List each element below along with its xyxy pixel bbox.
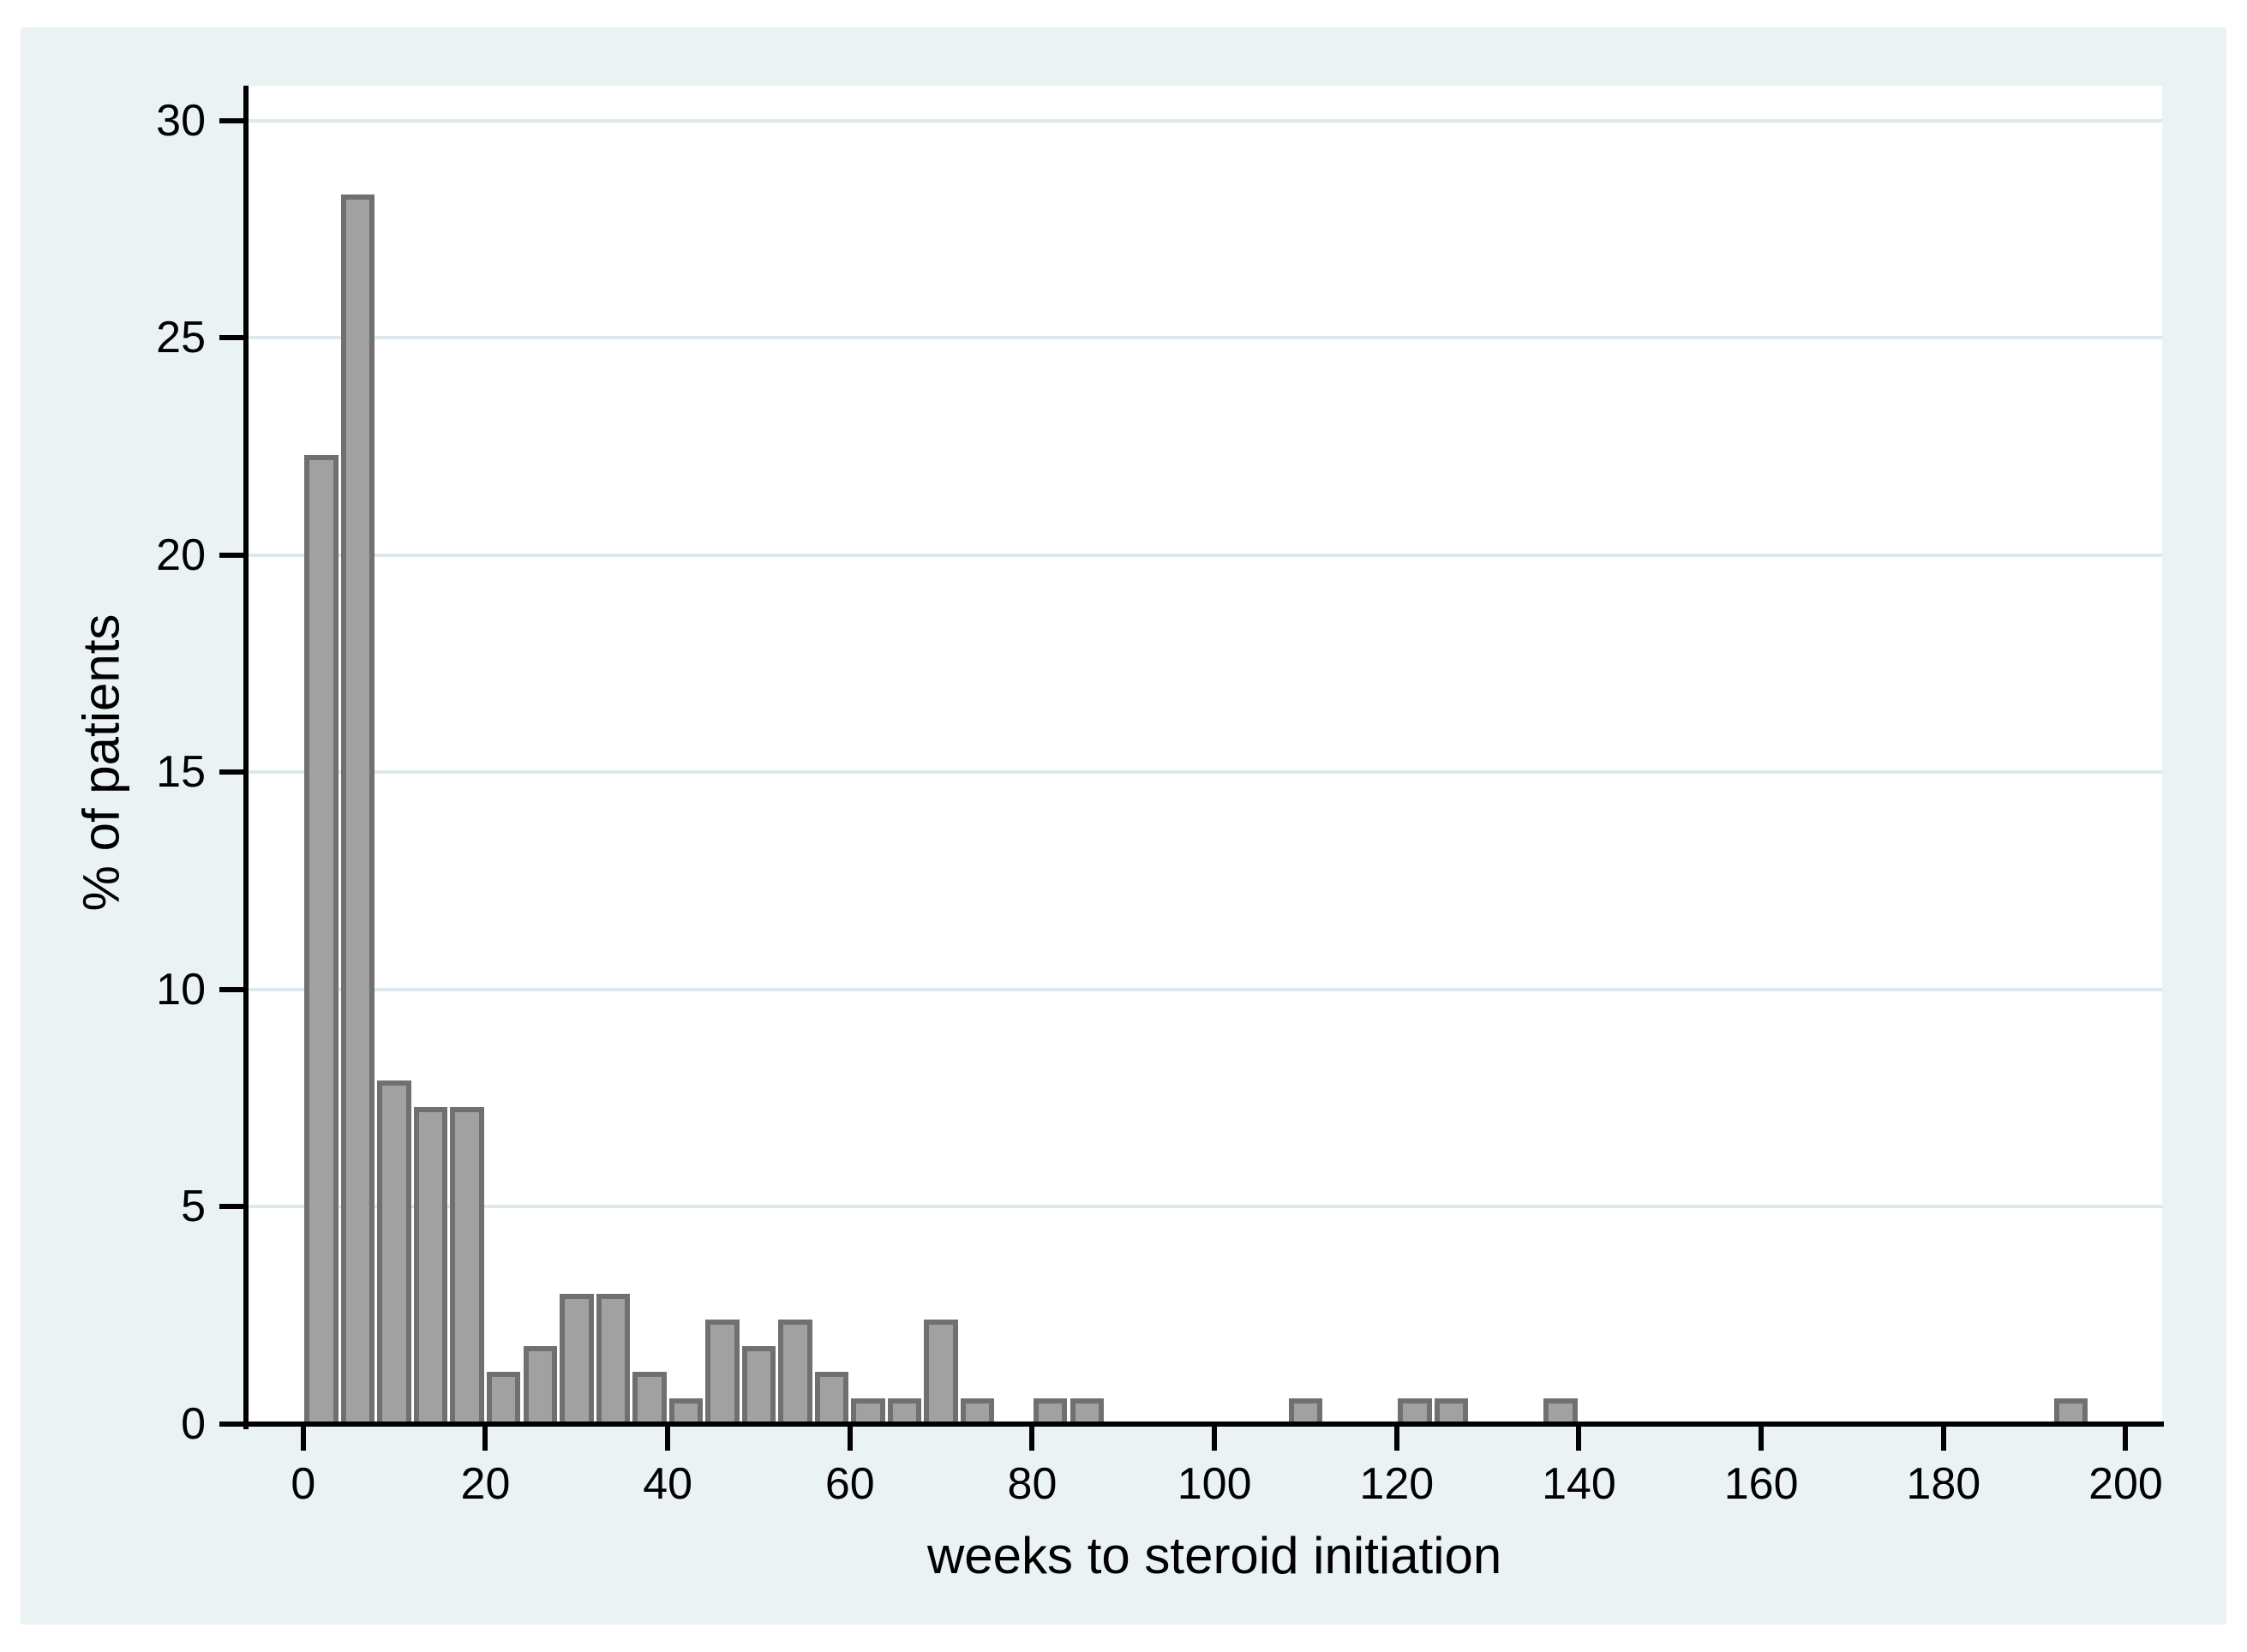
x-tick-40	[665, 1427, 671, 1451]
histogram-bar-136-140	[1543, 1398, 1578, 1424]
x-tick-80	[1029, 1427, 1035, 1451]
x-tick-label-120: 120	[1359, 1459, 1435, 1509]
x-tick-label-100: 100	[1177, 1459, 1252, 1509]
y-tick-label-25: 25	[156, 313, 206, 363]
histogram-bar-56-60	[814, 1372, 849, 1424]
x-axis-line	[243, 1422, 2164, 1427]
x-tick-label-200: 200	[2088, 1459, 2163, 1509]
histogram-bar-48-52	[741, 1345, 776, 1424]
x-tick-label-180: 180	[1906, 1459, 1981, 1509]
x-tick-label-60: 60	[824, 1459, 875, 1509]
histogram-bar-52-56	[778, 1320, 812, 1424]
y-tick-label-15: 15	[156, 747, 206, 798]
y-tick-30	[219, 117, 243, 123]
x-tick-160	[1759, 1427, 1765, 1451]
histogram-bar-64-68	[887, 1398, 922, 1424]
histogram-bar-0-4	[304, 455, 339, 1424]
x-tick-label-40: 40	[643, 1459, 693, 1509]
graph-region: 0 5 10 15 20 25 30 0 20 40 60 80 100 120 140 160 180 200…	[21, 27, 2226, 1625]
x-tick-180	[1940, 1427, 1946, 1451]
x-tick-120	[1393, 1427, 1399, 1451]
x-tick-label-160: 160	[1723, 1459, 1799, 1509]
x-tick-label-0: 0	[291, 1459, 316, 1509]
histogram-bar-108-112	[1288, 1398, 1323, 1424]
histogram-bar-120-124	[1398, 1398, 1432, 1424]
y-axis-title-text: % of patients	[72, 614, 129, 912]
histogram-bar-68-72	[924, 1320, 958, 1424]
y-gridline-5	[249, 1205, 2162, 1209]
y-gridline-20	[249, 553, 2162, 557]
histogram-bar-44-48	[705, 1320, 740, 1424]
histogram-bar-36-40	[632, 1372, 667, 1424]
y-tick-label-20: 20	[156, 530, 206, 580]
y-gridline-25	[249, 336, 2162, 340]
histogram-bar-8-12	[377, 1080, 411, 1424]
histogram-bar-124-128	[1434, 1398, 1469, 1424]
y-gridline-30	[249, 118, 2162, 123]
y-tick-label-5: 5	[181, 1182, 206, 1232]
x-tick-label-20: 20	[460, 1459, 511, 1509]
y-tick-25	[219, 335, 243, 341]
histogram-bar-20-24	[486, 1372, 521, 1424]
y-axis-title: % of patients	[72, 614, 129, 912]
y-gridline-10	[249, 987, 2162, 991]
x-tick-label-140: 140	[1542, 1459, 1616, 1509]
histogram-bar-28-32	[560, 1293, 594, 1424]
x-tick-0	[300, 1427, 306, 1451]
histogram-bar-24-28	[523, 1345, 558, 1424]
histogram-bar-80-84	[1033, 1398, 1068, 1424]
histogram-bar-16-20	[450, 1106, 484, 1424]
plot-area	[249, 86, 2162, 1424]
x-tick-20	[482, 1427, 488, 1451]
x-tick-200	[2123, 1427, 2129, 1451]
y-tick-label-0: 0	[181, 1399, 206, 1449]
x-tick-label-80: 80	[1007, 1459, 1058, 1509]
histogram-bar-60-64	[851, 1398, 885, 1424]
y-tick-10	[219, 986, 243, 992]
y-axis-line	[243, 86, 249, 1429]
x-axis-title: weeks to steroid initiation	[926, 1527, 1502, 1584]
histogram-bar-192-196	[2053, 1398, 2088, 1424]
y-tick-5	[219, 1204, 243, 1210]
y-tick-15	[219, 769, 243, 775]
histogram-bar-84-88	[1070, 1398, 1105, 1424]
x-tick-140	[1576, 1427, 1582, 1451]
histogram-bar-12-16	[413, 1106, 448, 1424]
y-tick-label-30: 30	[156, 95, 206, 146]
x-tick-60	[847, 1427, 853, 1451]
x-tick-100	[1212, 1427, 1218, 1451]
histogram-bar-32-36	[596, 1293, 631, 1424]
y-gridline-15	[249, 770, 2162, 775]
y-tick-0	[219, 1422, 243, 1427]
histogram-bar-4-8	[340, 194, 375, 1424]
y-tick-20	[219, 552, 243, 558]
y-tick-label-10: 10	[156, 964, 206, 1015]
histogram-bar-40-44	[668, 1398, 704, 1424]
histogram-bar-72-76	[960, 1398, 995, 1424]
